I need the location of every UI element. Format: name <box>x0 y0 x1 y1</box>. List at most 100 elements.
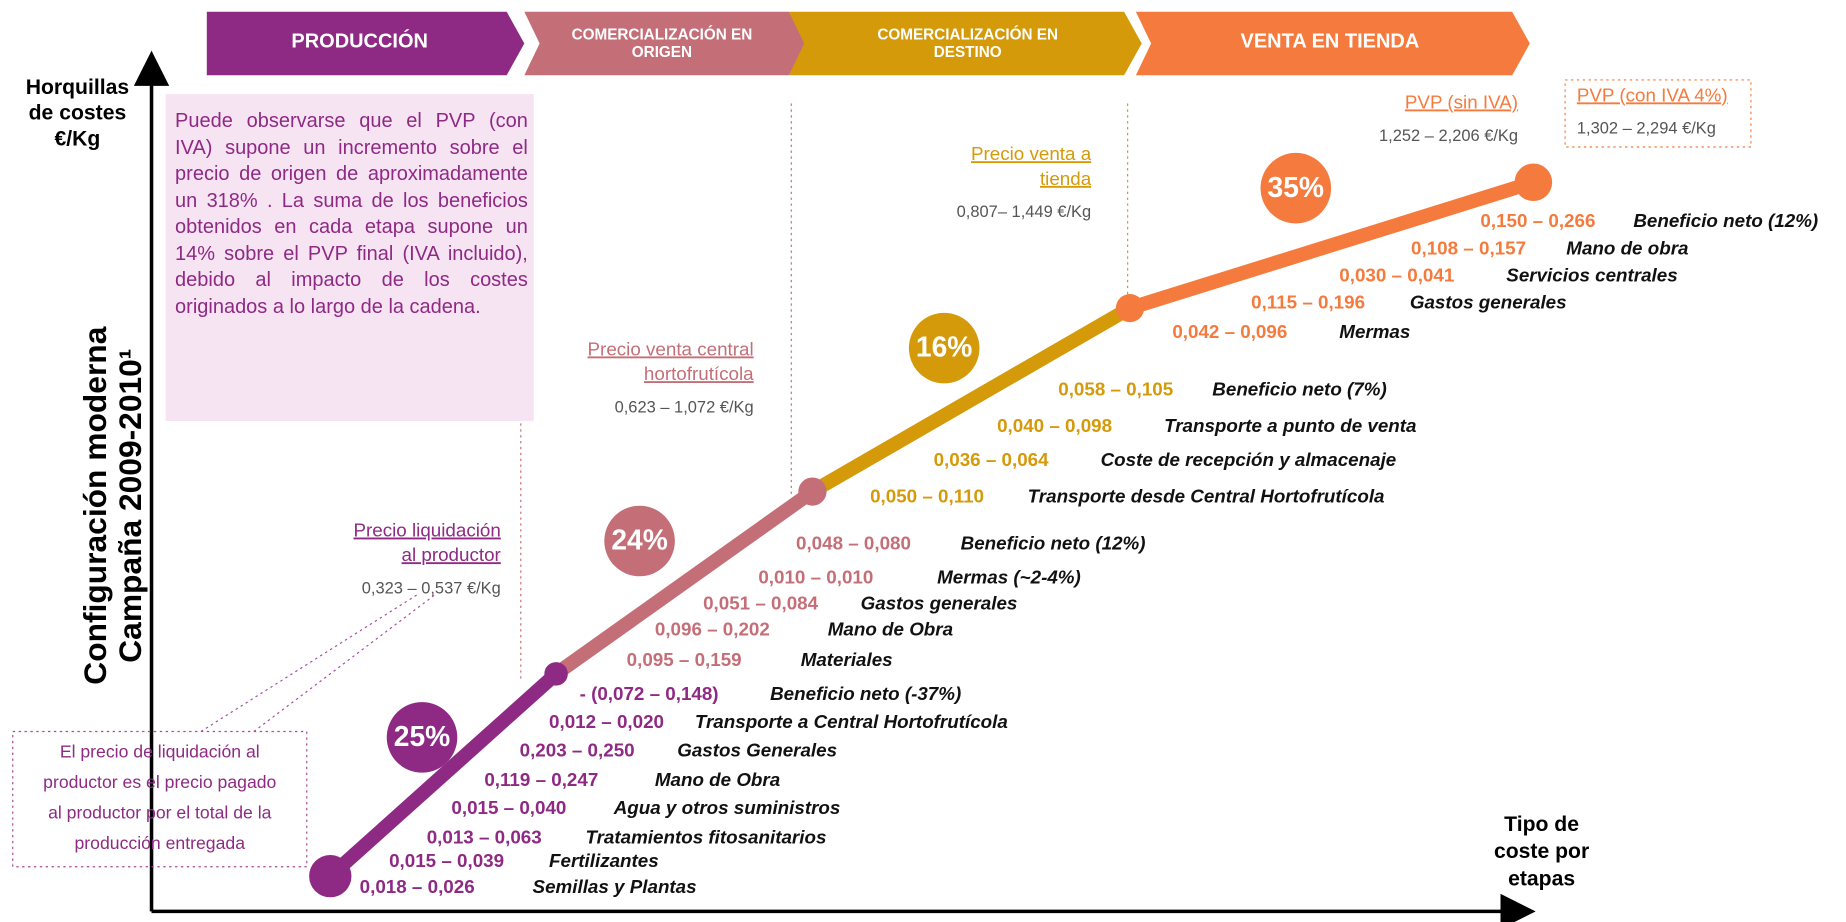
callout-line <box>200 593 419 732</box>
side-title: Configuración moderna <box>77 326 113 684</box>
note-box <box>165 94 534 422</box>
cost-label: Semillas y Plantas <box>533 876 697 897</box>
stage-arrow <box>524 11 807 76</box>
cost-label: Coste de recepción y almacenaje <box>1101 449 1397 470</box>
cost-label: Gastos generales <box>1410 291 1567 312</box>
node <box>544 662 568 686</box>
percent-badge <box>386 702 458 773</box>
cost-range: 0,150 – 0,266 <box>1480 210 1595 231</box>
stage-arrow <box>788 11 1142 76</box>
cost-range: 0,058 – 0,105 <box>1058 378 1173 399</box>
callout-text: producción entregada <box>75 833 246 853</box>
cost-label: Gastos generales <box>861 592 1018 613</box>
cost-label: Tratamientos fitosanitarios <box>585 826 826 847</box>
cost-label: Servicios centrales <box>1506 264 1677 285</box>
x-axis-label: coste por <box>1494 840 1589 863</box>
note: Puede observarse que el PVP (con IVA) su… <box>175 109 528 317</box>
cost-label: Mano de obra <box>1566 237 1688 258</box>
node <box>309 854 352 898</box>
side-title: Campaña 2009-2010¹ <box>112 349 148 663</box>
price-label: hortofrutícola <box>644 363 754 384</box>
note-text: Puede observarse que el PVP (con IVA) su… <box>175 109 528 317</box>
percent-text: 24% <box>611 524 667 556</box>
cost-range: 0,115 – 0,196 <box>1251 291 1365 312</box>
stage-arrow <box>206 11 525 76</box>
node <box>1514 163 1553 202</box>
percent-badge <box>604 505 675 577</box>
cost-range: 0,015 – 0,039 <box>389 850 504 871</box>
cost-label: Beneficio neto (-37%) <box>770 683 961 704</box>
cost-range: 0,042 – 0,096 <box>1172 321 1287 342</box>
cost-label: Agua y otros suministros <box>613 797 841 818</box>
cost-range: 0,095 – 0,159 <box>627 649 742 670</box>
cost-range: 0,108 – 0,157 <box>1411 237 1526 258</box>
price-value: 0,323 – 0,537 €/Kg <box>362 580 501 598</box>
callout-box <box>12 730 308 868</box>
price-label: tienda <box>1040 168 1092 189</box>
cost-range: 0,096 – 0,202 <box>655 618 770 639</box>
x-axis-label: etapas <box>1508 867 1575 890</box>
stage-title: DESTINO <box>934 44 1002 61</box>
callout-text: al productor por el total de la <box>48 802 272 822</box>
cost-label: Transporte a punto de venta <box>1164 415 1416 436</box>
stage-title: PRODUCCIÓN <box>291 29 428 53</box>
price-label: PVP (sin IVA) <box>1405 91 1518 112</box>
cost-range: 0,036 – 0,064 <box>934 449 1050 470</box>
cost-range: 0,051 – 0,084 <box>703 592 819 613</box>
price-value: 1,302 – 2,294 €/Kg <box>1577 120 1716 138</box>
segment <box>325 668 561 882</box>
cost-label: Mano de Obra <box>828 618 953 639</box>
cost-range: 0,015 – 0,040 <box>451 797 566 818</box>
price-value: 1,252 – 2,206 €/Kg <box>1379 127 1518 145</box>
price-value: 0,807– 1,449 €/Kg <box>957 203 1092 221</box>
cost-label: Gastos Generales <box>677 739 837 760</box>
price-label: Precio liquidación <box>353 520 500 541</box>
cost-range: 0,013 – 0,063 <box>427 826 542 847</box>
price-label: Precio venta central <box>588 338 754 359</box>
cost-range: - (0,072 – 0,148) <box>580 683 719 704</box>
y-axis-label: de costes <box>29 102 127 125</box>
cost-label: Transporte a Central Hortofrutícola <box>695 711 1008 732</box>
price-label: PVP (con IVA 4%) <box>1577 84 1728 105</box>
cost-label: Mermas (~2-4%) <box>937 567 1081 588</box>
node <box>798 477 827 506</box>
y-axis-label: Horquillas <box>26 76 129 99</box>
callout-text: El precio de liquidación al <box>60 741 260 761</box>
percent-text: 16% <box>916 331 972 363</box>
stage-title: COMERCIALIZACIÓN EN <box>572 25 753 43</box>
price-label: Precio venta a <box>971 143 1092 164</box>
cost-range: 0,040 – 0,098 <box>997 415 1112 436</box>
cost-label: Beneficio neto (12%) <box>1633 210 1818 231</box>
stage-title: ORIGEN <box>632 44 692 61</box>
x-axis-label: Tipo de <box>1504 813 1579 836</box>
cost-label: Transporte desde Central Hortofrutícola <box>1028 485 1385 506</box>
cost-label: Materiales <box>801 649 893 670</box>
price-label: al productor <box>402 544 501 565</box>
callout-text: productor es el precio pagado <box>43 772 276 792</box>
cost-label: Beneficio neto (12%) <box>961 532 1146 553</box>
cost-range: 0,030 – 0,041 <box>1339 264 1454 285</box>
segment <box>1127 175 1536 315</box>
stage-arrow <box>1135 11 1530 76</box>
callout-line <box>253 593 437 732</box>
segment <box>808 302 1134 498</box>
segment <box>551 485 817 680</box>
cost-range: 0,119 – 0,247 <box>484 769 598 790</box>
cost-range: 0,203 – 0,250 <box>520 739 635 760</box>
y-axis-label: €/Kg <box>55 128 101 151</box>
cost-range: 0,010 – 0,010 <box>758 567 873 588</box>
cost-label: Beneficio neto (7%) <box>1212 378 1386 399</box>
percent-badge <box>908 312 980 384</box>
node <box>1115 294 1145 323</box>
percent-badge <box>1260 152 1332 224</box>
cost-range: 0,048 – 0,080 <box>796 532 911 553</box>
cost-range: 0,018 – 0,026 <box>360 876 475 897</box>
percent-text: 25% <box>394 720 450 752</box>
percent-text: 35% <box>1268 171 1324 203</box>
pvp-box <box>1564 79 1752 148</box>
stage-title: VENTA EN TIENDA <box>1241 31 1420 53</box>
cost-range: 0,012 – 0,020 <box>549 711 664 732</box>
cost-label: Fertilizantes <box>549 850 659 871</box>
stage-title: COMERCIALIZACIÓN EN <box>877 25 1058 43</box>
